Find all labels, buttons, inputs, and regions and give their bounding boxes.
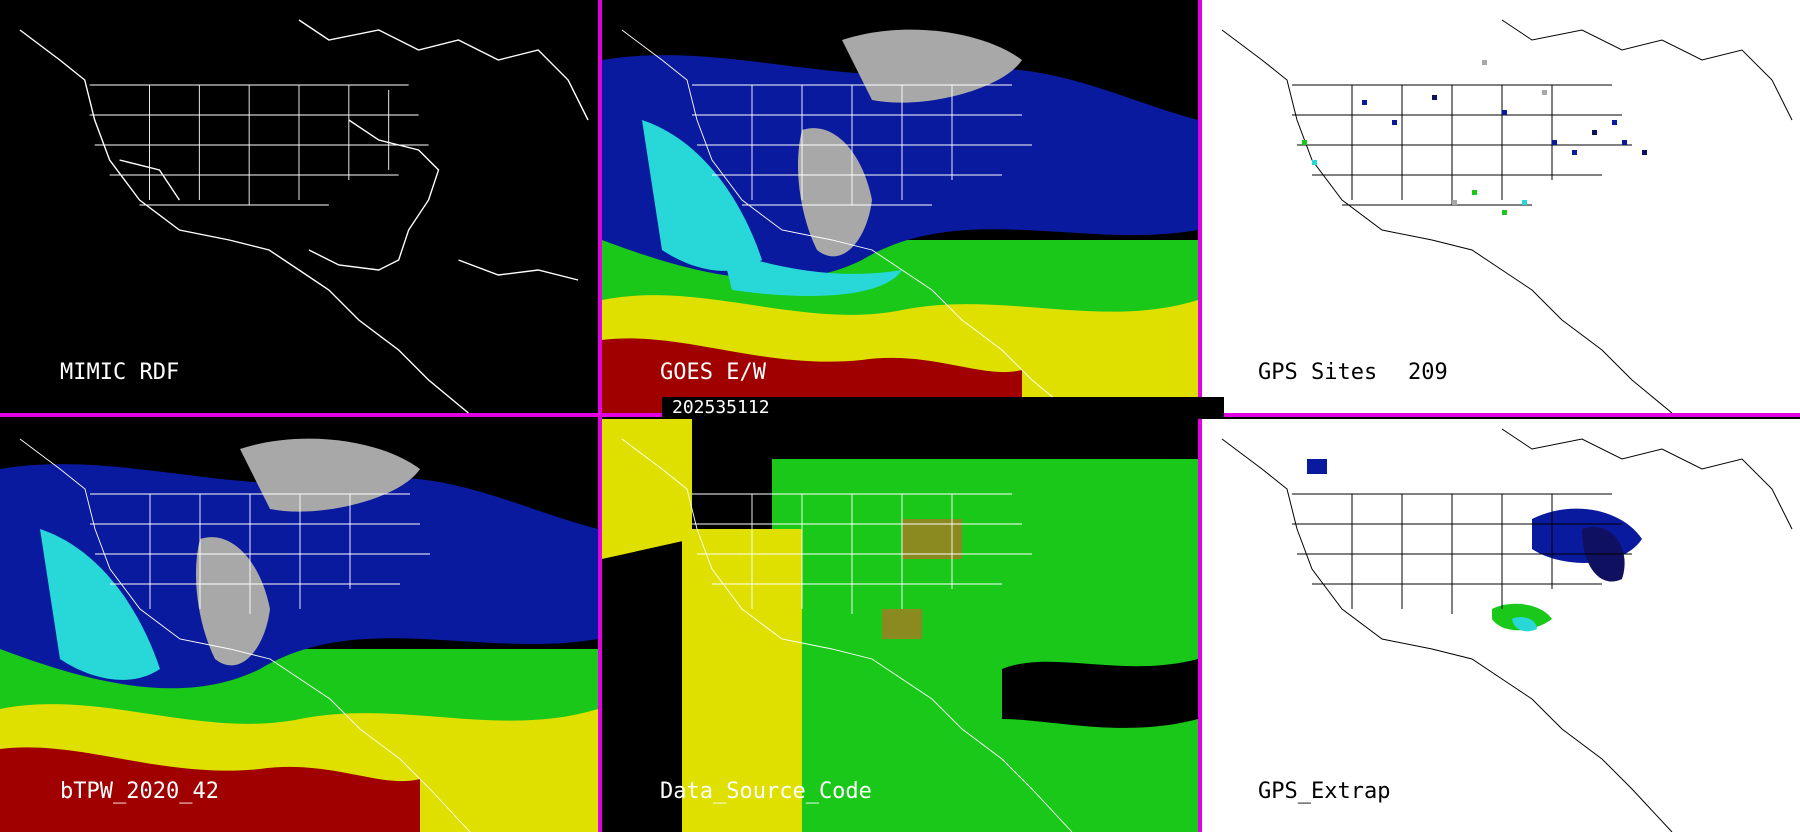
gps-sites-count: 209 xyxy=(1408,360,1448,385)
map-outline xyxy=(1221,19,1793,413)
map-btpw xyxy=(0,438,598,832)
panel-label-data-source-code: Data_Source_Code xyxy=(660,779,872,804)
panel-label-mimic-rdf: MIMIC RDF xyxy=(60,360,180,385)
state-borders xyxy=(621,29,1073,413)
panel-label-gps-sites: GPS Sites xyxy=(1258,360,1378,385)
state-borders xyxy=(89,84,429,206)
map-gps-sites xyxy=(1221,19,1793,413)
map-outline xyxy=(1221,428,1793,832)
panel-data-source-code: Data_Source_Code xyxy=(602,419,1198,832)
gps-site-markers xyxy=(1302,60,1647,215)
panel-btpw: bTPW_2020_42 xyxy=(0,419,598,832)
panel-gps-sites: GPS Sites 209 xyxy=(1202,0,1800,413)
state-borders xyxy=(621,438,1073,832)
panel-mimic-rdf: MIMIC RDF xyxy=(0,0,598,413)
panel-label-btpw: bTPW_2020_42 xyxy=(60,779,219,804)
timestamp-bar: 202535112 xyxy=(662,397,1224,419)
map-goes-ew xyxy=(602,29,1198,413)
state-borders xyxy=(19,438,471,832)
panel-label-goes-ew: GOES E/W xyxy=(660,360,766,385)
map-mimic-rdf xyxy=(19,19,589,413)
map-data-source-code xyxy=(602,419,1198,832)
panel-label-gps-extrap: GPS_Extrap xyxy=(1258,779,1391,804)
panel-goes-ew: GOES E/W xyxy=(602,0,1198,413)
map-gps-extrap xyxy=(1221,428,1793,832)
timestamp-label: 202535112 xyxy=(672,397,770,418)
panel-gps-extrap: GPS_Extrap xyxy=(1202,419,1800,832)
coastline-outline xyxy=(19,19,589,413)
